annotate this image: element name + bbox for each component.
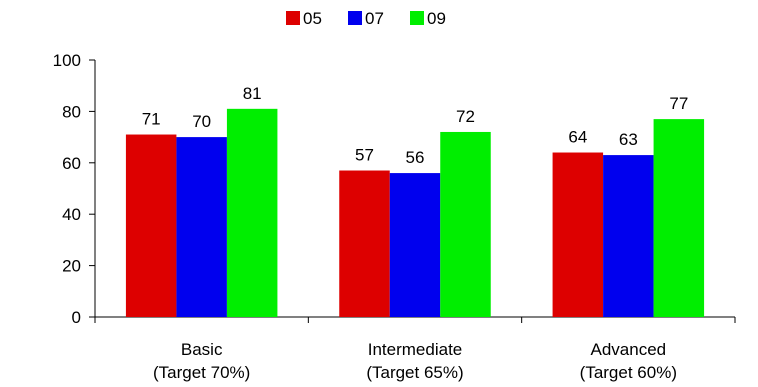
y-tick-label: 100 [53, 51, 81, 70]
legend-swatch-05 [286, 11, 300, 25]
y-tick-label: 60 [62, 154, 81, 173]
legend-label: 09 [427, 9, 446, 28]
data-label: 70 [192, 112, 211, 131]
bar-07-1 [389, 173, 441, 317]
category-label: (Target 60%) [580, 363, 677, 382]
data-label: 57 [355, 146, 374, 165]
data-label: 56 [406, 148, 425, 167]
y-tick-label: 0 [72, 308, 81, 327]
y-tick-label: 80 [62, 102, 81, 121]
legend: 05 07 09 [286, 9, 446, 28]
data-label: 77 [669, 94, 688, 113]
bar-05-0 [125, 134, 177, 317]
data-label: 64 [568, 128, 587, 147]
data-label: 71 [142, 110, 161, 129]
data-label: 81 [243, 84, 262, 103]
category-label: Basic [181, 340, 223, 359]
bar-09-0 [226, 108, 278, 317]
data-label: 63 [619, 130, 638, 149]
bar-05-1 [339, 170, 390, 317]
bar-09-2 [653, 119, 705, 317]
y-tick-label: 20 [62, 257, 81, 276]
bar-07-0 [176, 137, 227, 317]
y-axis: 0 20 40 60 80 100 [53, 51, 96, 327]
category-label: (Target 70%) [153, 363, 250, 382]
category-label: Intermediate [368, 340, 463, 359]
category-labels: Basic (Target 70%) Intermediate (Target 65%… [153, 340, 677, 382]
legend-swatch-07 [348, 11, 362, 25]
bar-09-1 [440, 131, 491, 317]
legend-label: 07 [365, 9, 384, 28]
bar-07-2 [603, 155, 654, 317]
y-tick-label: 40 [62, 205, 81, 224]
bar-05-2 [552, 152, 604, 317]
category-label: Advanced [591, 340, 667, 359]
legend-label: 05 [303, 9, 322, 28]
legend-swatch-09 [410, 11, 424, 25]
data-label: 72 [456, 107, 475, 126]
category-label: (Target 65%) [366, 363, 463, 382]
value-labels: 71 70 81 57 56 72 64 63 77 [142, 84, 689, 167]
bars [125, 108, 705, 317]
x-axis [94, 316, 736, 323]
